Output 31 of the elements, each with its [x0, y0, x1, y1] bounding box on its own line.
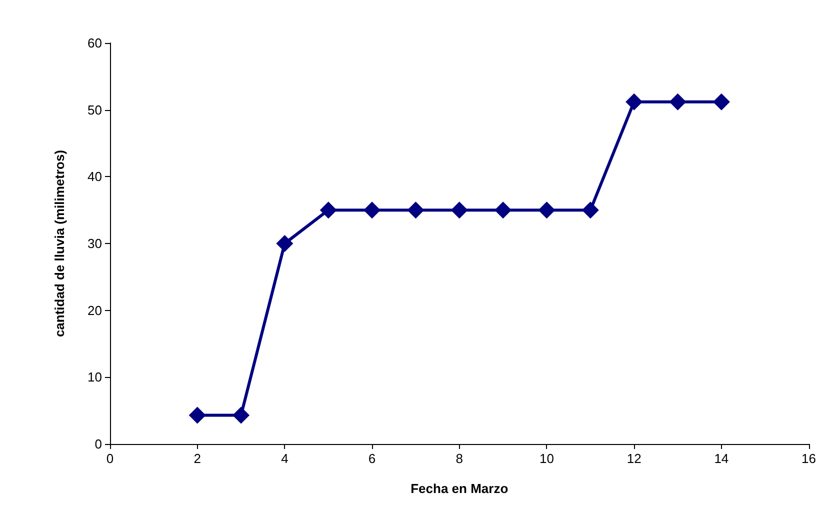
- point: [669, 93, 686, 110]
- point: [188, 406, 206, 424]
- point: [626, 93, 643, 110]
- x-tick-label: 0: [106, 451, 114, 466]
- point: [712, 93, 730, 110]
- y-axis-title: cantidad de lluvia (milimetros): [52, 150, 67, 338]
- point: [494, 202, 512, 219]
- point: [407, 202, 424, 219]
- point: [582, 202, 599, 219]
- y-tick-label: 60: [88, 36, 102, 50]
- point: [320, 202, 337, 219]
- x-axis-title: Fecha en Marzo: [410, 481, 508, 496]
- point: [364, 202, 381, 219]
- x-tick-label: 12: [626, 451, 642, 466]
- point: [232, 406, 250, 424]
- y-tick-label: 30: [88, 236, 102, 251]
- point: [450, 202, 468, 219]
- x-tick-label: 4: [281, 451, 288, 466]
- y-tick-label: 20: [88, 302, 102, 318]
- x-tick-label: 10: [539, 451, 554, 466]
- x-tick-label: 8: [456, 451, 463, 466]
- x-tick-label: 14: [714, 451, 729, 466]
- y-tick-label: 0: [94, 436, 102, 452]
- point: [276, 235, 294, 252]
- point: [538, 202, 556, 219]
- y-tick-label: 50: [88, 102, 102, 118]
- x-tick-label: 16: [802, 451, 816, 466]
- x-tick-label: 6: [368, 451, 376, 466]
- y-tick-label: 40: [88, 169, 102, 184]
- x-tick-label: 2: [194, 451, 201, 466]
- y-tick-label: 10: [88, 370, 102, 385]
